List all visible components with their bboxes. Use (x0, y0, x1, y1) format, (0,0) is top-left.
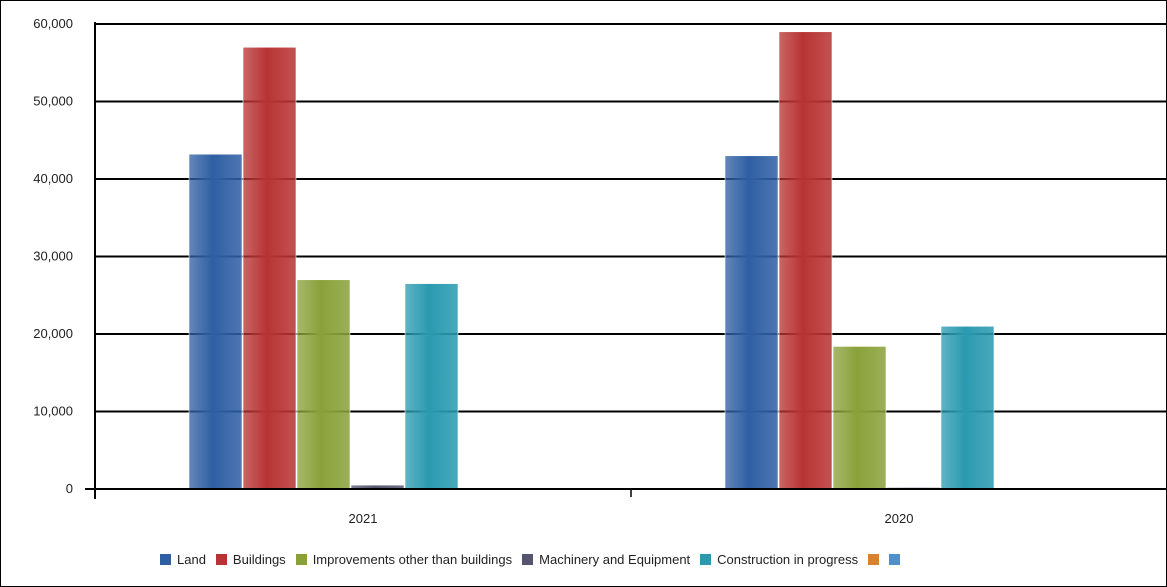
bar-land-2020 (724, 155, 779, 490)
legend-swatch (522, 553, 534, 565)
legend: Land Buildings Improvements other than bui… (160, 549, 901, 569)
y-axis-tick-labels: 0 10,000 20,000 30,000 40,000 50,000 60,000 (33, 16, 73, 496)
legend-item: Buildings (215, 551, 286, 567)
axes (85, 22, 1167, 499)
x-tick-label: 2020 (885, 511, 914, 526)
x-tick-label: 2021 (349, 511, 378, 526)
legend-item (889, 553, 901, 565)
x-axis-tick-labels: 2021 2020 (349, 511, 914, 526)
legend-swatch (215, 553, 227, 565)
legend-label: Improvements other than buildings (312, 551, 513, 567)
y-tick-label: 30,000 (33, 249, 73, 264)
legend-swatch (295, 553, 307, 565)
legend-item: Machinery and Equipment (522, 552, 690, 567)
legend-label: Buildings (232, 551, 286, 567)
bar-construction-in-progress-2020 (940, 325, 995, 490)
y-tick-label: 60,000 (33, 16, 73, 31)
bar-improvements-other-than-buildings-2021 (296, 279, 351, 490)
y-tick-label: 20,000 (33, 326, 73, 341)
legend-swatch (889, 553, 901, 565)
bar-construction-in-progress-2021 (404, 283, 459, 490)
legend-label: Construction in progress (717, 551, 859, 567)
legend-item: Construction in progress (700, 552, 858, 567)
bar-buildings-2020 (778, 31, 833, 490)
bars (188, 31, 995, 490)
legend-label: Machinery and Equipment (539, 551, 691, 567)
y-tick-label: 50,000 (33, 94, 73, 109)
y-tick-label: 10,000 (33, 404, 73, 419)
bar-buildings-2021 (242, 46, 297, 490)
legend-swatch (700, 553, 712, 565)
legend-item (868, 553, 880, 565)
y-tick-label: 40,000 (33, 171, 73, 186)
legend-label: Land (177, 551, 206, 567)
legend-item: Improvements other than buildings (295, 551, 513, 567)
legend-item: Land (160, 552, 206, 567)
bar-land-2021 (188, 153, 243, 490)
bar-improvements-other-than-buildings-2020 (832, 346, 887, 490)
y-tick-label: 0 (66, 481, 73, 496)
legend-swatch (160, 553, 171, 565)
legend-swatch (868, 553, 880, 565)
